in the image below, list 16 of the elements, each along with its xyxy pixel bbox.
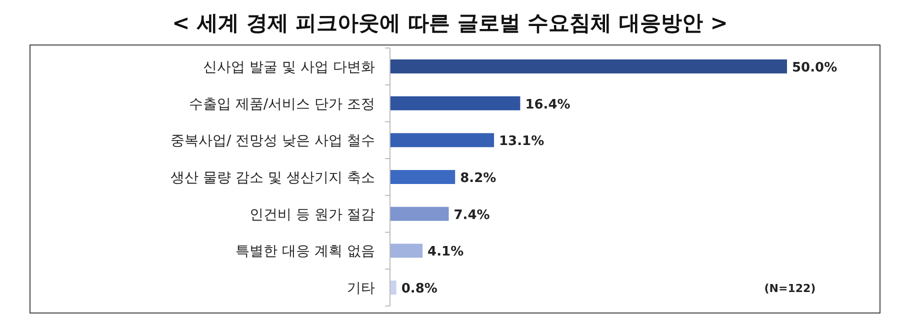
chart-title: < 세계 경제 피크아웃에 따른 글로벌 수요침체 대응방안 > xyxy=(172,11,728,35)
y-tick-label: 중복사업/ 전망성 낮은 사업 철수 xyxy=(170,133,375,150)
annotation: (N=122) xyxy=(764,282,816,295)
data-label: 16.4% xyxy=(525,97,570,112)
y-tick-label: 인건비 등 원가 절감 xyxy=(250,206,375,223)
data-label: 13.1% xyxy=(499,134,544,150)
y-tick-label: 생산 물량 감소 및 생산기지 축소 xyxy=(170,170,375,186)
data-label: 7.4% xyxy=(454,208,490,223)
y-tick-label: 기타 xyxy=(347,280,375,297)
y-tick-label: 신사업 발굴 및 사업 다변화 xyxy=(203,59,375,76)
data-label: 4.1% xyxy=(428,244,464,260)
y-tick-label: 특별한 대응 계획 없음 xyxy=(236,244,375,260)
data-label: 0.8% xyxy=(401,282,438,297)
y-tick-label: 수출입 제품/서비스 단가 조정 xyxy=(188,96,375,112)
data-label: 8.2% xyxy=(460,171,496,186)
data-label: 50.0% xyxy=(792,60,838,76)
